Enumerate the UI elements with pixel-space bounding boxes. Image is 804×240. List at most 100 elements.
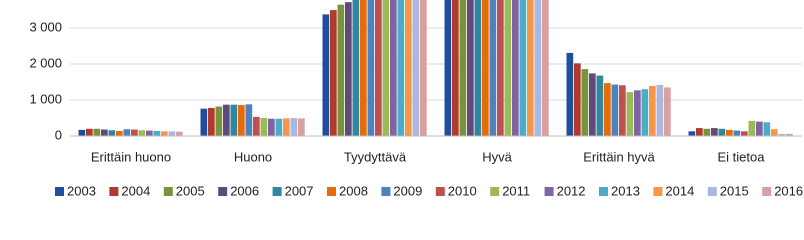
- bar: [581, 69, 589, 136]
- bar: [726, 129, 733, 136]
- bar: [497, 0, 504, 137]
- bar: [534, 0, 542, 136]
- bar: [542, 0, 549, 137]
- bar: [337, 4, 345, 137]
- bar: [108, 130, 116, 136]
- bar: [208, 107, 215, 136]
- bar: [718, 128, 726, 136]
- legend-label: 2016: [774, 183, 803, 198]
- legend-swatch: [599, 187, 608, 196]
- legend-label: 2003: [67, 183, 96, 198]
- bar: [504, 0, 512, 137]
- bar: [696, 128, 703, 136]
- bar: [238, 105, 245, 136]
- bar: [153, 130, 161, 136]
- bar: [382, 0, 390, 137]
- bar: [452, 0, 459, 137]
- bar: [641, 89, 649, 136]
- bar: [168, 131, 176, 136]
- bar: [352, 0, 360, 137]
- bar: [298, 118, 305, 136]
- legend-label: 2013: [611, 183, 640, 198]
- bar: [596, 75, 604, 136]
- bar: [283, 118, 290, 136]
- legend-swatch: [435, 187, 445, 196]
- legend-swatch: [218, 187, 228, 196]
- bar: [412, 0, 420, 137]
- legend-swatch: [707, 187, 717, 196]
- bar: [138, 130, 146, 136]
- bar: [733, 130, 741, 136]
- legend-swatch: [381, 187, 391, 196]
- bar: [275, 118, 283, 136]
- bar: [200, 108, 208, 136]
- chart: 0 1 000 2 000 3 000 Erittäin huono Huono Tyydy…: [29, 0, 803, 198]
- bar: [420, 0, 427, 136]
- bar: [664, 87, 671, 136]
- y-tick-label: 2 000: [29, 55, 62, 70]
- bar: [223, 104, 230, 136]
- bar: [566, 52, 574, 137]
- bar: [619, 85, 626, 136]
- bar: [703, 128, 711, 136]
- y-tick-label: 1 000: [29, 91, 62, 106]
- bar: [489, 0, 497, 136]
- bar: [86, 128, 93, 136]
- bar: [161, 131, 168, 136]
- x-tick-label: Huono: [234, 149, 272, 164]
- bar: [290, 118, 298, 136]
- legend-swatch: [762, 187, 772, 196]
- bar: [123, 129, 131, 136]
- legend-swatch: [490, 187, 500, 196]
- legend-label: 2007: [285, 183, 314, 198]
- legend-label: 2012: [557, 183, 586, 198]
- bar: [260, 118, 268, 136]
- legend-label: 2009: [393, 183, 422, 198]
- bar: [245, 104, 253, 136]
- x-tick-label: Erittäin huono: [91, 149, 171, 164]
- bar: [589, 73, 596, 136]
- bar: [397, 0, 405, 137]
- legend-swatch: [653, 187, 663, 196]
- legend-label: 2010: [448, 183, 477, 198]
- legend-label: 2008: [339, 183, 368, 198]
- bar: [634, 90, 641, 136]
- legend-label: 2011: [502, 183, 530, 198]
- bar: [711, 128, 718, 136]
- bar: [215, 106, 223, 136]
- legend-swatch: [163, 187, 173, 196]
- bar: [459, 0, 467, 137]
- bar: [405, 0, 412, 136]
- bar: [649, 85, 656, 136]
- bar: [375, 0, 382, 136]
- bar: [146, 130, 153, 136]
- bar: [345, 2, 352, 136]
- legend-swatch: [327, 187, 336, 196]
- bar: [131, 129, 138, 136]
- x-tick-label: Erittäin hyvä: [583, 149, 655, 164]
- legend-swatch: [55, 187, 64, 196]
- bar: [268, 118, 275, 136]
- bar: [474, 0, 482, 137]
- legend-label: 2006: [230, 183, 259, 198]
- bar: [390, 0, 397, 137]
- x-tick-label: Ei tietoa: [718, 149, 766, 164]
- bar: [527, 0, 534, 137]
- bar: [688, 131, 696, 136]
- x-tick-label: Tyydyttävä: [344, 149, 407, 164]
- bar: [482, 0, 489, 136]
- bar: [786, 133, 793, 136]
- legend-swatch: [272, 187, 282, 196]
- bar: [626, 92, 634, 136]
- bar: [763, 122, 771, 136]
- bar: [512, 0, 519, 136]
- bar: [330, 10, 337, 136]
- bar: [519, 0, 527, 136]
- bar: [741, 131, 748, 136]
- bar: [78, 129, 86, 136]
- bar: [101, 129, 108, 136]
- bar: [778, 133, 786, 136]
- x-tick-label: Hyvä: [482, 149, 512, 164]
- bar: [756, 121, 763, 136]
- bar: [253, 116, 260, 136]
